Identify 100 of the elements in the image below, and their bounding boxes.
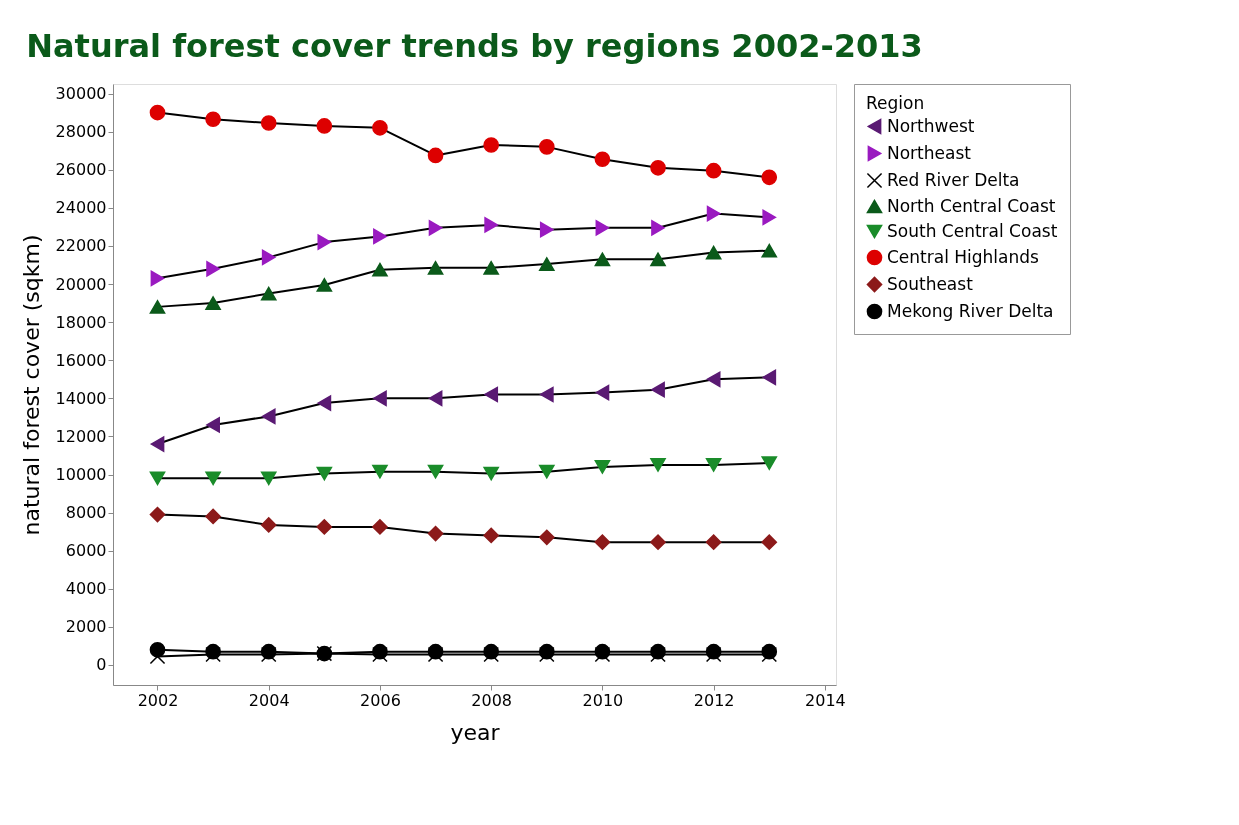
- point: [594, 151, 611, 168]
- y-tick-label: 0: [96, 655, 107, 675]
- point: [650, 160, 666, 176]
- point: [706, 205, 721, 222]
- point: [484, 217, 499, 233]
- point: [316, 278, 333, 292]
- point: [483, 137, 500, 153]
- point: [260, 286, 277, 301]
- point: [427, 147, 444, 164]
- point: [428, 220, 443, 236]
- point: [650, 252, 666, 267]
- point: [705, 245, 722, 260]
- point: [205, 471, 221, 486]
- legend-label: North Central Coast: [887, 195, 1056, 216]
- point: [316, 118, 333, 134]
- point: [762, 369, 777, 386]
- point: [372, 519, 388, 535]
- y-tick-label: 16000: [55, 350, 107, 370]
- y-tick-label: 12000: [55, 426, 107, 446]
- point: [594, 460, 611, 474]
- point: [705, 162, 722, 179]
- point: [205, 508, 221, 525]
- x-tick-label: 2012: [693, 690, 735, 710]
- point: [149, 104, 166, 121]
- point: [372, 464, 388, 479]
- point: [650, 534, 666, 550]
- point: [206, 417, 220, 433]
- point: [316, 466, 333, 481]
- y-tick-label: 10000: [55, 465, 107, 485]
- point: [261, 249, 276, 266]
- legend-label: Northwest: [887, 115, 975, 136]
- point: [651, 381, 665, 398]
- point: [650, 458, 666, 472]
- legend-title: Region: [866, 93, 925, 113]
- y-tick-label: 26000: [55, 160, 107, 180]
- point: [205, 111, 221, 128]
- y-tick-label: 8000: [65, 503, 107, 523]
- point: [316, 519, 333, 535]
- point: [484, 386, 499, 403]
- point: [595, 220, 610, 236]
- y-axis-title: natural forest cover (sqkm): [18, 234, 44, 536]
- point: [260, 115, 277, 131]
- point: [427, 525, 444, 542]
- legend-label: South Central Coast: [887, 220, 1058, 241]
- legend-label: Red River Delta: [887, 169, 1020, 190]
- x-axis-title: year: [450, 719, 501, 745]
- y-tick-label: 6000: [65, 541, 107, 561]
- y-tick-label: 14000: [55, 388, 107, 408]
- y-tick-label: 30000: [55, 84, 107, 104]
- point: [205, 296, 221, 310]
- y-tick-label: 22000: [55, 236, 107, 256]
- point: [427, 464, 444, 479]
- point: [427, 260, 444, 275]
- point: [762, 209, 777, 226]
- point: [260, 471, 277, 486]
- point: [594, 534, 611, 550]
- point: [150, 270, 165, 287]
- point: [483, 260, 500, 275]
- y-tick-label: 2000: [65, 617, 107, 637]
- point: [761, 169, 778, 186]
- x-tick-label: 2002: [137, 690, 179, 710]
- point: [761, 534, 778, 550]
- point: [539, 386, 554, 403]
- point: [538, 464, 555, 479]
- point: [538, 257, 555, 271]
- point: [538, 139, 555, 155]
- point: [651, 220, 665, 236]
- x-tick-label: 2006: [360, 690, 401, 710]
- point: [150, 436, 165, 452]
- point: [317, 234, 332, 250]
- x-tick-label: 2004: [248, 690, 290, 710]
- point: [317, 395, 332, 411]
- point: [538, 529, 555, 546]
- x-tick-label: 2010: [582, 690, 624, 710]
- point: [206, 260, 220, 277]
- point: [260, 517, 277, 533]
- y-tick-label: 20000: [55, 274, 107, 294]
- point: [428, 390, 443, 407]
- point: [372, 120, 388, 136]
- point: [373, 390, 387, 407]
- point: [149, 506, 166, 523]
- point: [705, 534, 722, 550]
- x-tick-label: 2014: [805, 690, 846, 710]
- point: [706, 371, 721, 388]
- point: [149, 471, 166, 486]
- x-tick-label: 2008: [471, 690, 513, 710]
- point: [483, 466, 500, 481]
- point: [372, 262, 388, 277]
- point: [261, 408, 276, 425]
- y-tick-label: 24000: [55, 198, 107, 218]
- point: [373, 228, 387, 245]
- point: [705, 458, 722, 472]
- legend-label: Central Highlands: [887, 246, 1040, 267]
- point: [595, 384, 610, 401]
- chart-title: Natural forest cover trends by regions 2002-2013: [26, 26, 923, 65]
- point: [761, 243, 778, 258]
- point: [539, 221, 554, 238]
- point: [483, 527, 500, 544]
- point: [594, 252, 611, 267]
- y-tick-label: 18000: [55, 312, 107, 332]
